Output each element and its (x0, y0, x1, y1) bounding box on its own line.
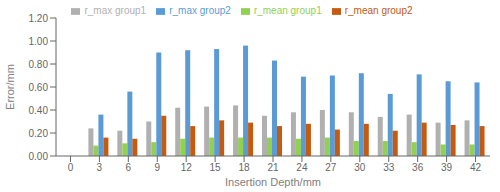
svg-text:27: 27 (325, 162, 337, 173)
svg-text:18: 18 (239, 162, 251, 173)
svg-text:15: 15 (210, 162, 222, 173)
svg-text:0.20: 0.20 (29, 128, 49, 139)
html-text:r_max group1: r_max group1 (84, 5, 147, 16)
svg-text:33: 33 (383, 162, 395, 173)
svg-text:6: 6 (126, 162, 132, 173)
html-text:r_max group2: r_max group2 (169, 5, 231, 16)
svg-text:36: 36 (412, 162, 424, 173)
svg-text:Error/mm: Error/mm (8, 64, 16, 110)
svg-text:12: 12 (181, 162, 193, 173)
svg-text:24: 24 (296, 162, 308, 173)
svg-text:30: 30 (354, 162, 366, 173)
svg-text:1.00: 1.00 (29, 36, 49, 47)
svg-text:1.20: 1.20 (29, 13, 49, 24)
svg-text:0.00: 0.00 (29, 151, 49, 162)
svg-text:0.60: 0.60 (29, 82, 49, 93)
svg-text:0.40: 0.40 (29, 105, 49, 116)
svg-text:0.80: 0.80 (29, 59, 49, 70)
svg-text:Insertion Depth/mm: Insertion Depth/mm (225, 176, 321, 188)
svg-text:39: 39 (441, 162, 453, 173)
svg-text:21: 21 (267, 162, 279, 173)
svg-text:0: 0 (68, 162, 74, 173)
svg-text:3: 3 (97, 162, 103, 173)
svg-text:42: 42 (470, 162, 482, 173)
svg-text:9: 9 (154, 162, 160, 173)
html-text:r_mean group1: r_mean group1 (253, 5, 322, 16)
html-text:r_mean group2: r_mean group2 (344, 5, 413, 16)
